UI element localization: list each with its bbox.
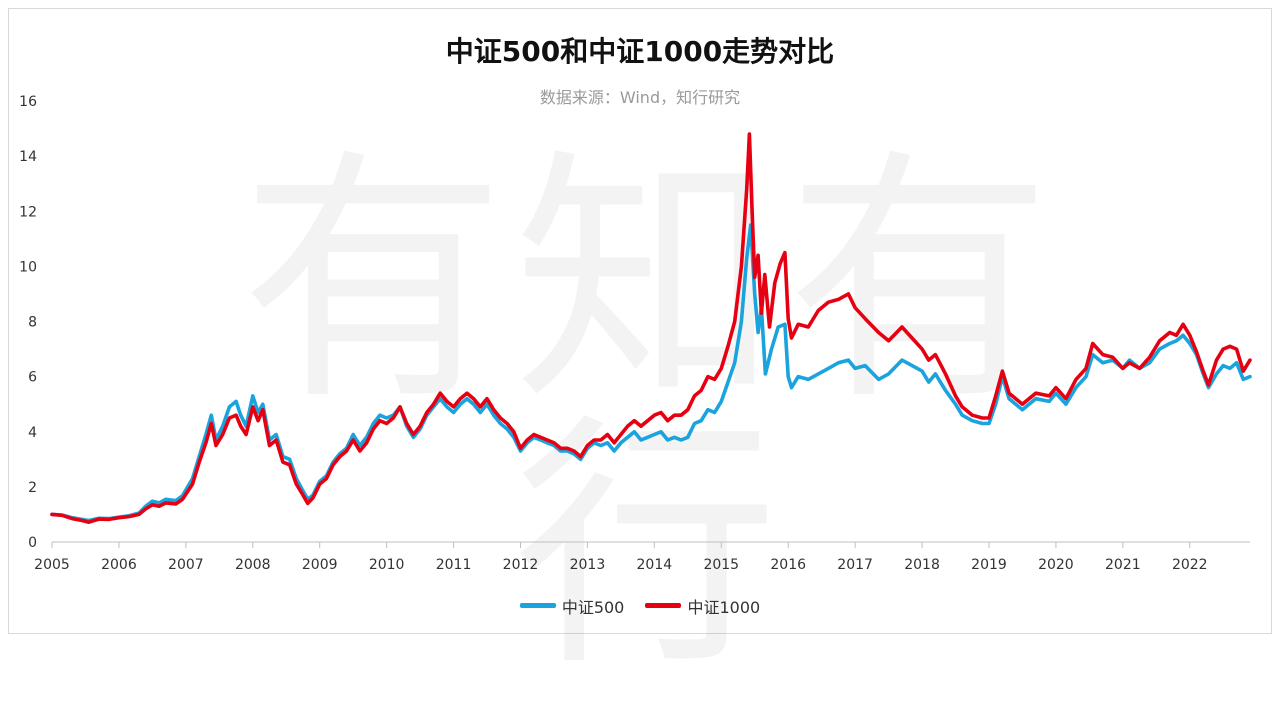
legend: 中证500 中证1000	[0, 593, 1280, 618]
legend-swatch-csi1000	[645, 603, 682, 608]
y-tick-label: 6	[28, 370, 37, 386]
x-tick-label: 2017	[837, 557, 873, 573]
legend-swatch-csi500	[519, 603, 556, 608]
legend-item-csi1000[interactable]: 中证1000	[645, 594, 760, 618]
x-tick-label: 2020	[1038, 557, 1074, 573]
x-tick-label: 2013	[570, 557, 606, 573]
y-tick-label: 10	[19, 259, 37, 275]
x-tick-label: 2008	[235, 557, 271, 573]
chart-subtitle: 数据来源：Wind，知行研究	[539, 88, 741, 107]
y-tick-label: 16	[19, 94, 37, 110]
x-tick-label: 2016	[770, 557, 806, 573]
series-lines	[50, 132, 1252, 524]
x-tick-label: 2012	[503, 557, 539, 573]
x-tick-label: 2014	[637, 557, 673, 573]
x-tick-label: 2005	[34, 557, 70, 573]
legend-item-csi500[interactable]: 中证500	[519, 594, 625, 618]
legend-label-csi1000: 中证1000	[687, 597, 761, 617]
y-tick-label: 8	[28, 315, 37, 331]
y-tick-label: 0	[28, 535, 37, 551]
chart-title: 中证500和中证1000走势对比	[445, 35, 835, 68]
chart-frame	[8, 8, 1272, 634]
x-tick-label: 2021	[1105, 557, 1141, 573]
x-tick-label: 2006	[101, 557, 137, 573]
x-tick-label: 2009	[302, 557, 338, 573]
x-tick-label: 2022	[1172, 557, 1208, 573]
x-tick-label: 2011	[436, 557, 472, 573]
legend-label-csi500: 中证500	[561, 597, 625, 617]
x-tick-label: 2019	[971, 557, 1007, 573]
line-chart: 0 2 4 6 8 10 12 14 16 2005 2006 2007 2008 2009 2010 201…	[19, 94, 1252, 573]
x-tick-label: 2015	[703, 557, 739, 573]
y-tick-label: 12	[19, 204, 37, 220]
y-tick-label: 14	[19, 149, 37, 165]
y-tick-label: 2	[28, 480, 37, 496]
y-tick-label: 4	[28, 425, 37, 441]
x-tick-label: 2010	[369, 557, 405, 573]
axes: 0 2 4 6 8 10 12 14 16 2005 2006 2007 2008 2009 2010 201…	[19, 94, 1250, 573]
series-line-csi500	[50, 223, 1252, 523]
x-tick-label: 2007	[168, 557, 204, 573]
series-line-csi1000	[50, 132, 1252, 524]
x-tick-label: 2018	[904, 557, 940, 573]
